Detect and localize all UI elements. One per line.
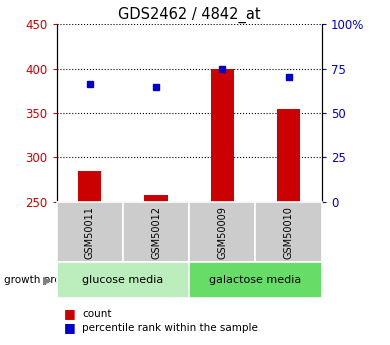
Text: ■: ■ xyxy=(64,307,76,321)
Text: galactose media: galactose media xyxy=(209,275,301,285)
Text: GSM50010: GSM50010 xyxy=(284,206,294,259)
Text: growth protocol: growth protocol xyxy=(4,275,86,285)
Text: count: count xyxy=(82,309,112,319)
Text: GSM50012: GSM50012 xyxy=(151,206,161,259)
Text: GSM50011: GSM50011 xyxy=(85,206,95,259)
Bar xyxy=(78,171,101,202)
Bar xyxy=(144,195,168,202)
Title: GDS2462 / 4842_at: GDS2462 / 4842_at xyxy=(118,7,261,23)
Text: ▶: ▶ xyxy=(43,275,51,285)
Text: percentile rank within the sample: percentile rank within the sample xyxy=(82,323,258,333)
Bar xyxy=(211,69,234,202)
Bar xyxy=(277,109,300,202)
Text: ■: ■ xyxy=(64,321,76,334)
Text: GSM50009: GSM50009 xyxy=(217,206,227,259)
Text: glucose media: glucose media xyxy=(82,275,163,285)
